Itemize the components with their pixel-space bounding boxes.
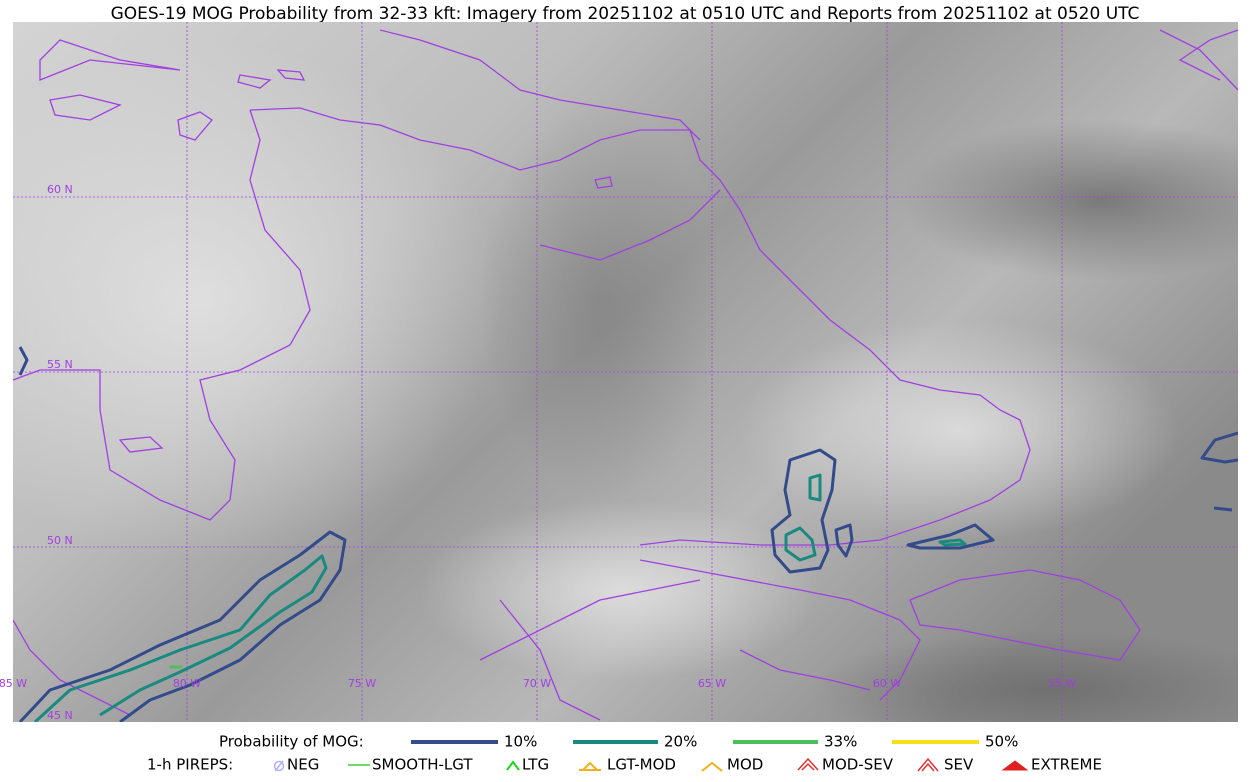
legend-icon [273, 760, 285, 772]
legend-pireps: 1-h PIREPS: NEG SMOOTH-LGT LTG LGT-MOD M… [147, 756, 1102, 774]
title: GOES-19 MOG Probability from 32-33 kft: … [111, 4, 1140, 24]
legend-item: 50% [985, 733, 1018, 751]
legend-item: LTG [522, 756, 549, 774]
coastline [118, 29, 721, 453]
map [13, 22, 1238, 722]
coastline [1159, 29, 1238, 91]
legend-icon [701, 761, 723, 772]
imagery-shade [900, 120, 1238, 280]
legend-item: SEV [944, 756, 974, 774]
legend-icon [506, 760, 520, 771]
legend-item: 33% [824, 733, 857, 751]
latitude-label: 55 N [47, 358, 73, 371]
longitude-label: 60 W [873, 677, 901, 690]
legend-item: MOD-SEV [822, 756, 894, 774]
contour-20 [784, 473, 967, 562]
contour-20 [33, 554, 328, 722]
longitude-label: 65 W [698, 677, 726, 690]
contours [18, 346, 1238, 722]
longitude-label: 80 W [173, 677, 201, 690]
legend-probability: Probability of MOG: 10% 20% 33% 50% [219, 733, 1018, 751]
coastline [499, 559, 1141, 721]
coastline [13, 109, 311, 521]
legend-label: Probability of MOG: [219, 733, 364, 751]
imagery-shade [810, 630, 1238, 722]
latitude-label: 60 N [47, 183, 73, 196]
imagery-shade [13, 40, 500, 560]
contour-10 [18, 530, 347, 722]
legend-icon [1001, 760, 1029, 771]
graticule-labels: 60 N 55 N 50 N 45 N 85 W 80 W 75 W 70 W … [0, 183, 1076, 722]
legend-item: LGT-MOD [607, 756, 676, 774]
legend-label: 1-h PIREPS: [147, 756, 233, 774]
contour-10 [18, 346, 1238, 574]
longitude-label: 75 W [348, 677, 376, 690]
latitude-label: 50 N [47, 534, 73, 547]
longitude-label: 70 W [523, 677, 551, 690]
longitude-label: 55 W [1048, 677, 1076, 690]
coastline [13, 579, 701, 716]
legend-item: SMOOTH-LGT [372, 756, 473, 774]
latitude-label: 45 N [47, 709, 73, 722]
legend-icon [579, 761, 601, 771]
legend-item: EXTREME [1031, 756, 1102, 774]
legend-icon [917, 757, 939, 772]
legend-icon [797, 757, 819, 771]
imagery-shade [740, 320, 1180, 540]
legend-item: MOD [727, 756, 763, 774]
coastline [39, 39, 613, 189]
legend-item: 10% [504, 733, 537, 751]
longitude-label: 85 W [0, 677, 27, 690]
legend-item: 20% [664, 733, 697, 751]
legend-item: NEG [287, 756, 319, 774]
imagery-shade [420, 500, 820, 680]
coastlines [13, 29, 1238, 721]
coastline [249, 107, 1031, 546]
legend-icon [274, 760, 284, 772]
graticule [13, 22, 1238, 722]
imagery-shade [480, 100, 720, 500]
